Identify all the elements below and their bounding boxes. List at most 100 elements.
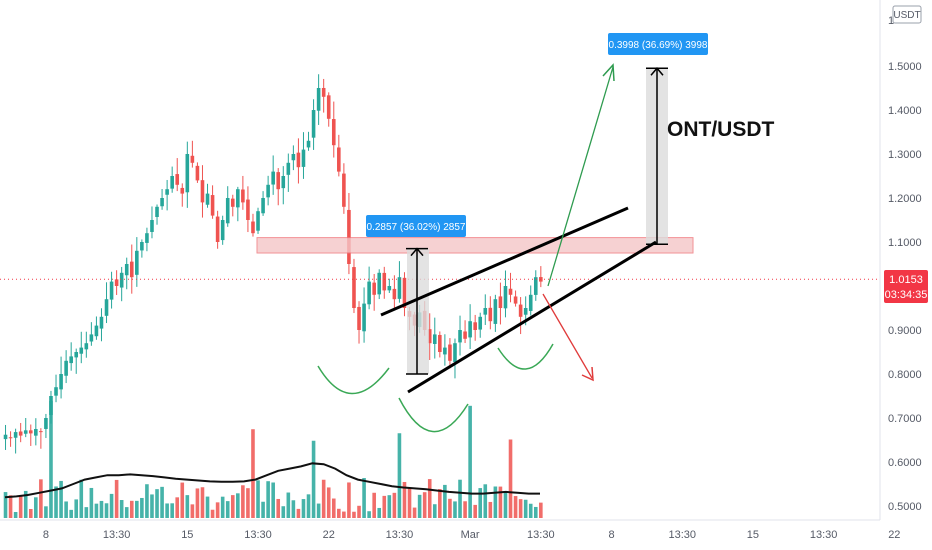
volume-bar	[352, 511, 356, 518]
left-shoulder-curve	[317, 365, 390, 395]
volume-bar	[503, 491, 508, 518]
x-axis: 8 13:30 15 13:30 22 13:30 Mar 13:30 8 13:30 15 13:3…	[43, 529, 901, 541]
candle-body	[195, 165, 200, 181]
candle-body	[468, 321, 472, 338]
volume-bar	[321, 479, 326, 518]
candle-body	[236, 189, 240, 208]
candle-body	[215, 216, 220, 242]
candle-body	[256, 211, 260, 231]
candle-body	[306, 140, 311, 148]
wedge-lower-line	[407, 240, 657, 394]
resistance-zone	[256, 237, 694, 254]
y-axis: 1.5000 1.4000 1.3000 1.2000 1.1000 0.9000 0.80…	[888, 15, 922, 513]
volume-bar	[311, 440, 316, 518]
volume-bar	[200, 487, 205, 518]
y-tick-label: 1.3000	[888, 149, 922, 161]
candle-body	[483, 308, 488, 315]
candle-body	[49, 396, 53, 415]
volume-bar	[241, 485, 245, 518]
volume-bar	[104, 503, 109, 518]
volume-bar	[8, 495, 13, 518]
volume-bar	[170, 503, 174, 518]
volume-bar	[372, 492, 376, 518]
x-tick-label: 13:30	[103, 529, 131, 541]
candle-body	[8, 437, 13, 439]
volume-bar	[69, 509, 73, 518]
y-tick-label: 1.5000	[888, 61, 922, 73]
candle-body	[432, 334, 437, 344]
volume-bar	[377, 507, 382, 518]
volume-bar	[281, 506, 286, 518]
candle-body	[296, 152, 301, 168]
candle-body	[104, 299, 109, 316]
volume-bar	[473, 504, 477, 518]
candle-body	[493, 299, 498, 324]
volume-bar	[362, 478, 366, 518]
volume-bar	[54, 486, 58, 518]
candle-body	[337, 147, 341, 172]
candle-body	[69, 356, 73, 364]
candle-body	[281, 176, 286, 189]
candle-body	[377, 272, 382, 295]
candle-body	[74, 352, 79, 358]
y-tick-label: 1.1000	[888, 237, 922, 249]
volume-bar	[326, 487, 331, 518]
candle-body	[276, 172, 281, 190]
candle-body	[94, 325, 99, 337]
currency-badge[interactable]: USDT	[892, 5, 922, 24]
candle-body	[397, 277, 402, 299]
measure-label-1: 0.2857 (36.02%) 2857	[366, 215, 466, 237]
candle-body	[443, 347, 447, 355]
volume-bar	[210, 509, 215, 518]
candle-body	[382, 272, 387, 291]
candle-body	[261, 198, 265, 214]
candle-body	[160, 198, 164, 207]
volume-bar	[119, 500, 124, 518]
candle-body	[230, 198, 235, 207]
candle-body	[326, 95, 331, 119]
candle-body	[463, 331, 467, 339]
measure-label-1-text: 0.2857 (36.02%) 2857	[367, 222, 466, 233]
volume-bar	[145, 484, 149, 518]
volume-bar	[266, 481, 270, 518]
candle-body	[528, 294, 533, 311]
volume-bar	[64, 501, 68, 518]
volume-bar	[306, 494, 311, 518]
candle-body	[89, 334, 94, 342]
candle-body	[155, 206, 159, 217]
candle-body	[165, 189, 169, 195]
volume-bar	[44, 506, 48, 518]
x-tick-label: 22	[323, 529, 335, 541]
candles	[3, 74, 543, 454]
x-tick-label: 15	[181, 529, 193, 541]
volume-bar	[3, 492, 8, 518]
y-tick-label: 1.2000	[888, 193, 922, 205]
volume-bar	[99, 500, 104, 518]
volume-bar	[160, 486, 164, 518]
volume-bar	[533, 506, 538, 518]
y-tick-label: 0.8000	[888, 369, 922, 381]
candle-body	[190, 155, 195, 163]
candle-body	[372, 282, 376, 295]
x-tick-label: 8	[43, 529, 49, 541]
candle-body	[210, 195, 215, 216]
candle-body	[44, 418, 48, 429]
volume-bar	[230, 495, 235, 518]
volume-bar	[539, 502, 543, 518]
volume-bar	[483, 484, 488, 518]
volume-bar	[165, 503, 169, 518]
volume-bar	[417, 494, 422, 518]
candle-body	[79, 347, 84, 354]
candle-body	[3, 434, 8, 440]
y-tick-label: 0.7000	[888, 413, 922, 425]
candle-body	[266, 184, 270, 198]
volume-bar	[443, 484, 447, 518]
volume-bar	[468, 405, 472, 518]
volume-bar	[453, 501, 457, 518]
candle-body	[54, 387, 58, 396]
candle-body	[448, 344, 452, 361]
x-tick-label: 8	[608, 529, 614, 541]
volume-bar	[135, 500, 139, 518]
volume-bar	[316, 503, 321, 518]
